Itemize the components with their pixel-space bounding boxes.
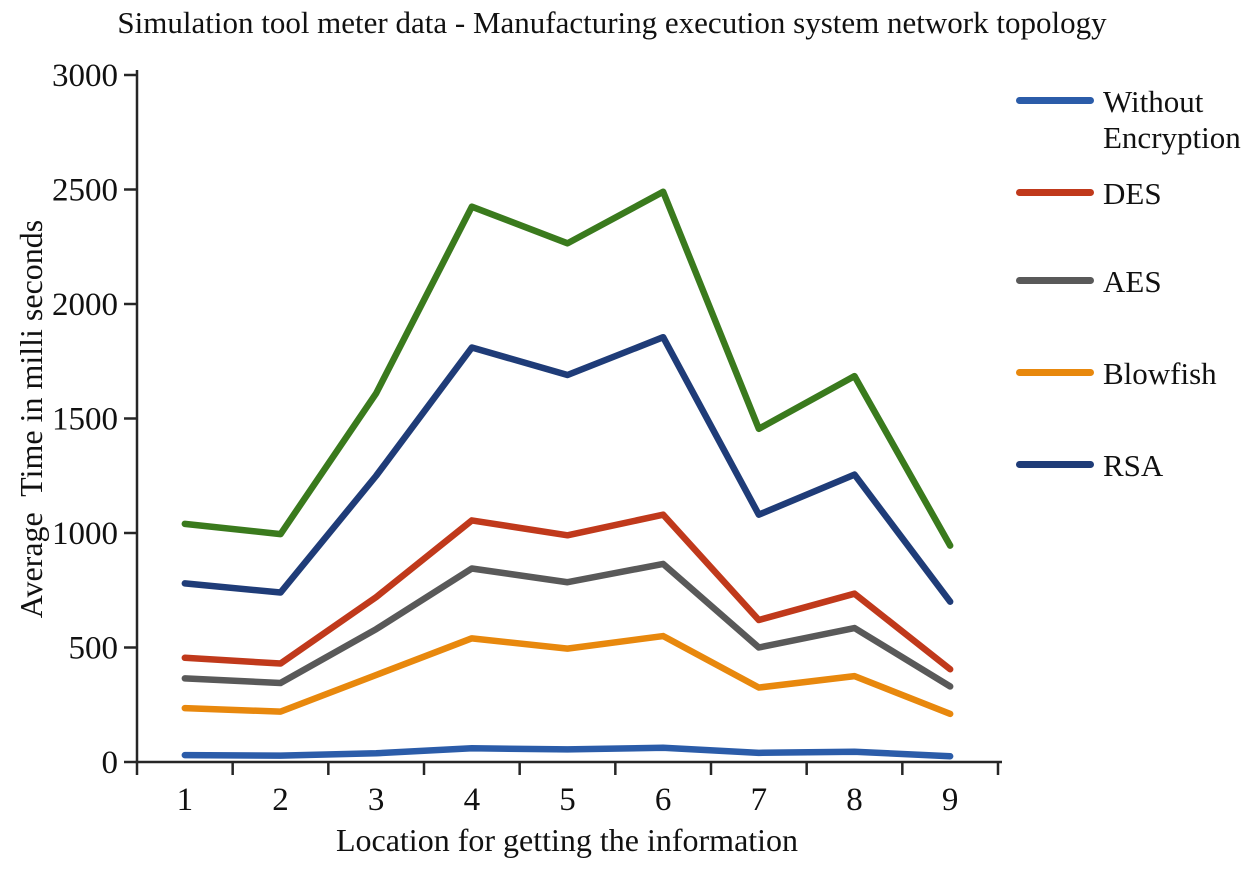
x-tick-label: 2	[272, 782, 289, 818]
y-tick-label: 1500	[52, 402, 118, 438]
series-line-blowfish	[181, 632, 954, 718]
legend-item: RSA	[1016, 448, 1163, 484]
series-line-aes	[181, 560, 954, 690]
series-line-unlabeled-6	[181, 188, 954, 549]
x-tick-label: 6	[655, 782, 672, 818]
legend: Without Encryption DES AES Blowfish RSA	[1016, 84, 1260, 514]
legend-swatch	[1016, 277, 1094, 284]
y-axis-title: Average Time in milli seconds	[13, 219, 49, 619]
y-tick-label: 2500	[52, 173, 118, 209]
legend-swatch	[1016, 461, 1094, 468]
y-tick-label: 500	[69, 631, 119, 667]
legend-label: DES	[1103, 176, 1162, 211]
y-tick-label: 3000	[52, 58, 118, 94]
legend-label: Without Encryption	[1103, 84, 1241, 155]
series-line-without-encryption	[181, 744, 954, 760]
legend-label: Blowfish	[1103, 356, 1217, 391]
series-line-des	[181, 511, 954, 673]
legend-swatch	[1016, 369, 1094, 376]
x-tick-label: 1	[177, 782, 194, 818]
legend-item: Blowfish	[1016, 356, 1217, 392]
legend-swatch	[1016, 189, 1094, 196]
x-tick-label: 4	[464, 782, 481, 818]
x-tick-label: 5	[559, 782, 576, 818]
legend-item: Without Encryption	[1016, 84, 1260, 155]
x-tick-label: 3	[368, 782, 385, 818]
y-tick-label: 0	[102, 745, 119, 781]
x-tick-label: 8	[846, 782, 863, 818]
series-line-rsa	[181, 333, 954, 605]
legend-item: AES	[1016, 264, 1162, 300]
legend-label: AES	[1103, 264, 1162, 299]
legend-label: RSA	[1103, 448, 1164, 483]
x-axis-title: Location for getting the information	[335, 822, 799, 858]
legend-item: DES	[1016, 176, 1162, 212]
x-tick-label: 9	[942, 782, 959, 818]
y-tick-label: 2000	[52, 287, 118, 323]
chart-title: Simulation tool meter data - Manufacturi…	[117, 5, 1107, 40]
x-tick-label: 7	[751, 782, 768, 818]
y-tick-label: 1000	[52, 516, 118, 552]
legend-swatch	[1016, 97, 1094, 104]
